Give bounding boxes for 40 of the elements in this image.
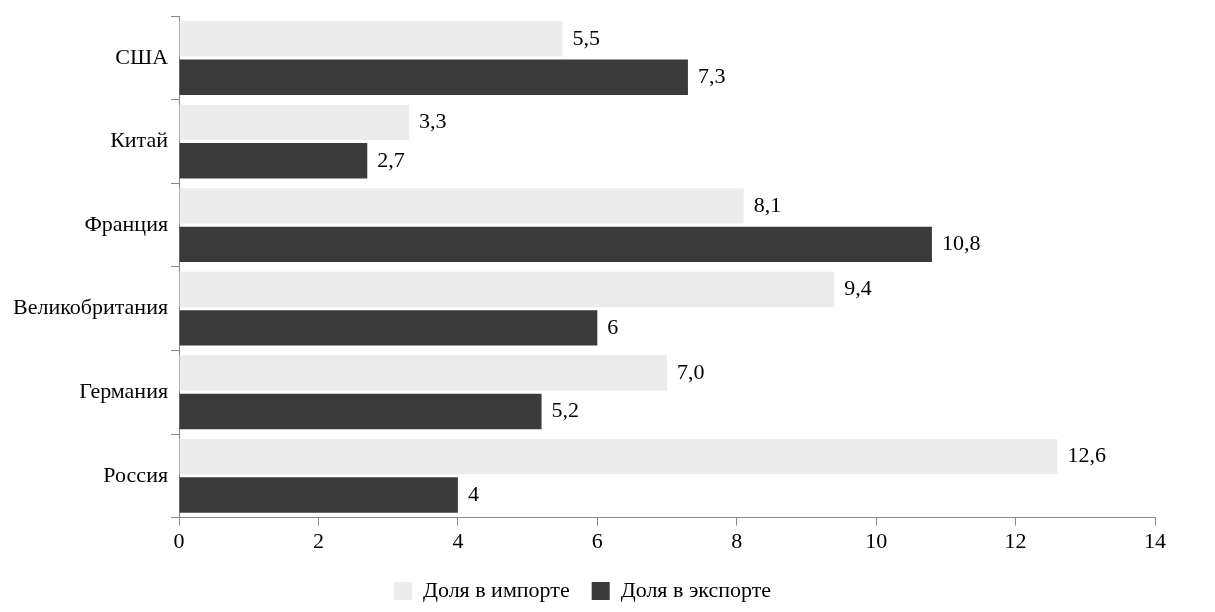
data-label: 5,5 (572, 24, 600, 50)
bar (179, 310, 598, 346)
bar (179, 21, 563, 57)
bar (179, 355, 668, 391)
bar (179, 143, 368, 179)
x-tick-label: 4 (452, 527, 464, 553)
y-tick-label: Великобритания (13, 294, 169, 320)
x-tick-label: 0 (173, 527, 185, 553)
bar (179, 271, 835, 308)
bar (179, 226, 932, 263)
x-tick-label: 12 (1004, 527, 1027, 553)
bar (179, 104, 410, 141)
x-tick-label: 6 (591, 527, 603, 553)
x-tick-label: 14 (1144, 527, 1166, 553)
legend-label: Доля в импорте (422, 576, 570, 602)
y-tick-label: США (115, 43, 169, 69)
data-label: 9,4 (844, 275, 872, 301)
x-tick-label: 2 (312, 527, 324, 553)
data-label: 7,3 (697, 62, 726, 88)
data-label: 5,2 (551, 397, 580, 423)
y-tick-label: Россия (103, 461, 169, 487)
data-label: 3,3 (419, 108, 447, 134)
bar (179, 438, 1058, 475)
data-label: 4 (467, 480, 479, 506)
x-tick-label: 10 (865, 527, 888, 553)
legend-label: Доля в экспорте (620, 576, 772, 602)
data-label: 2,7 (377, 146, 405, 172)
bar (179, 188, 744, 224)
bar (179, 59, 688, 95)
y-tick-label: Франция (84, 210, 169, 236)
data-label: 7,0 (677, 358, 705, 384)
y-tick-label: Германия (79, 378, 169, 404)
data-label: 6 (607, 313, 619, 339)
bar (179, 477, 458, 513)
data-label: 10,8 (941, 230, 981, 256)
y-tick-label: Китай (110, 127, 169, 153)
bar (179, 393, 542, 430)
x-tick-label: 8 (731, 527, 743, 553)
data-label: 12,6 (1067, 442, 1106, 468)
data-label: 8,1 (753, 191, 782, 217)
